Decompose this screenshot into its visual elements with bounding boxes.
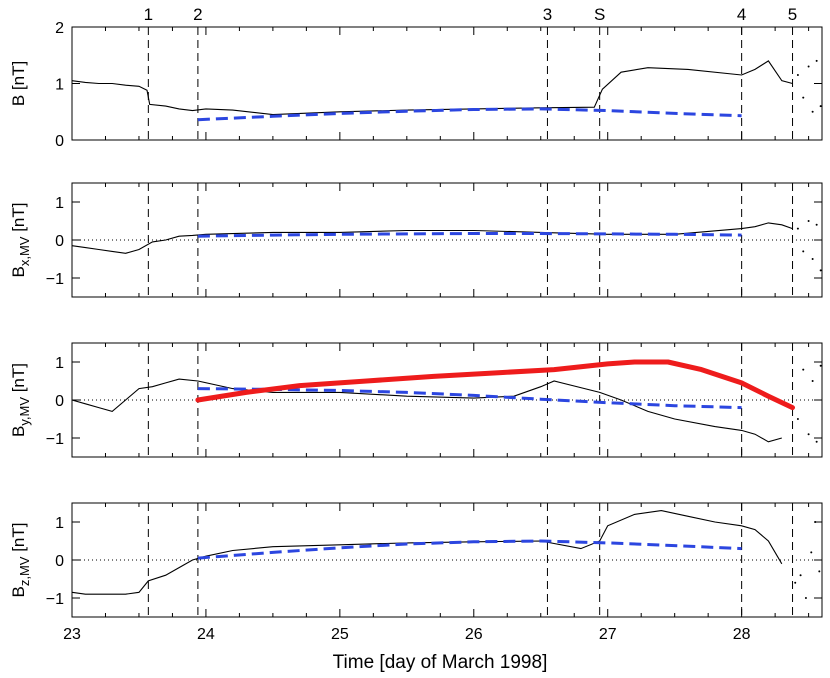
y-axis-label: By,MV [nT] <box>9 363 32 437</box>
y-axis-label: B [nT] <box>9 61 28 106</box>
y-tick-label: 2 <box>55 20 64 37</box>
scatter-point <box>819 105 822 108</box>
y-axis-label: Bz,MV [nT] <box>9 523 32 598</box>
scatter-point <box>796 227 799 230</box>
y-tick-label: 1 <box>55 195 64 212</box>
scatter-point <box>819 364 822 367</box>
scatter-point <box>802 96 805 99</box>
scatter-point <box>807 65 810 68</box>
scatter-point <box>799 574 802 577</box>
event-label-4: 4 <box>737 5 746 24</box>
x-tick-label: 24 <box>197 626 215 643</box>
scatter-point <box>804 597 807 599</box>
series-model <box>197 232 742 238</box>
x-tick-label: 27 <box>599 626 617 643</box>
series-model <box>197 107 742 122</box>
scatter-point <box>802 250 805 253</box>
scatter-point <box>794 581 797 584</box>
event-label-1: 1 <box>144 5 153 24</box>
x-tick-label: 25 <box>331 626 349 643</box>
y-axis-label: Bx,MV [nT] <box>9 203 32 278</box>
event-label-3: 3 <box>543 5 552 24</box>
panel-bz: −1 0 1 Bz,MV [nT] 23 24 25 26 27 28 <box>9 502 823 643</box>
y-tick-label: 0 <box>55 393 64 410</box>
y-tick-label: 1 <box>55 77 64 94</box>
y-tick-label: 0 <box>55 553 64 570</box>
panel-frame <box>71 26 823 141</box>
panel-b: 0 1 2 B [nT] <box>9 20 823 150</box>
scatter-point <box>811 110 814 113</box>
panel-bx: −1 0 1 Bx,MV [nT] <box>9 182 823 298</box>
scatter-point <box>796 418 799 420</box>
x-axis-label: Time [day of March 1998] <box>333 652 548 673</box>
event-label-5: 5 <box>788 5 797 24</box>
scatter-point <box>802 368 805 371</box>
scatter-point <box>811 258 814 260</box>
series-model <box>197 387 742 410</box>
panel-by: −1 0 1 By,MV [nT] <box>9 342 823 458</box>
scatter-point <box>814 521 817 523</box>
series-observed <box>71 222 793 254</box>
scatter-point <box>807 220 810 222</box>
x-tick-label: 26 <box>465 626 483 643</box>
x-tick-label: 23 <box>63 626 81 643</box>
series-model <box>197 539 742 560</box>
scatter-point <box>810 551 813 554</box>
y-tick-label: 0 <box>55 233 64 250</box>
y-tick-label: 1 <box>55 515 64 532</box>
scatter-point <box>807 433 810 436</box>
x-tick-label: 28 <box>733 626 751 643</box>
series-observed <box>71 378 782 443</box>
event-label-2: 2 <box>193 5 202 24</box>
scatter-point <box>815 59 818 62</box>
y-tick-label: 1 <box>55 355 64 372</box>
series-observed <box>71 60 793 116</box>
scatter-point <box>796 74 799 77</box>
series-observed <box>71 510 783 595</box>
y-tick-label: −1 <box>46 591 64 608</box>
scatter-point <box>811 380 814 382</box>
scatter-point <box>815 223 818 226</box>
event-label-S: S <box>594 5 605 24</box>
y-tick-label: −1 <box>46 431 64 448</box>
y-tick-label: −1 <box>46 271 64 288</box>
scatter-point <box>818 570 821 573</box>
scatter-point <box>819 269 822 272</box>
series-fit <box>195 359 795 411</box>
scatter-point <box>815 440 818 443</box>
y-tick-label: 0 <box>55 133 64 150</box>
